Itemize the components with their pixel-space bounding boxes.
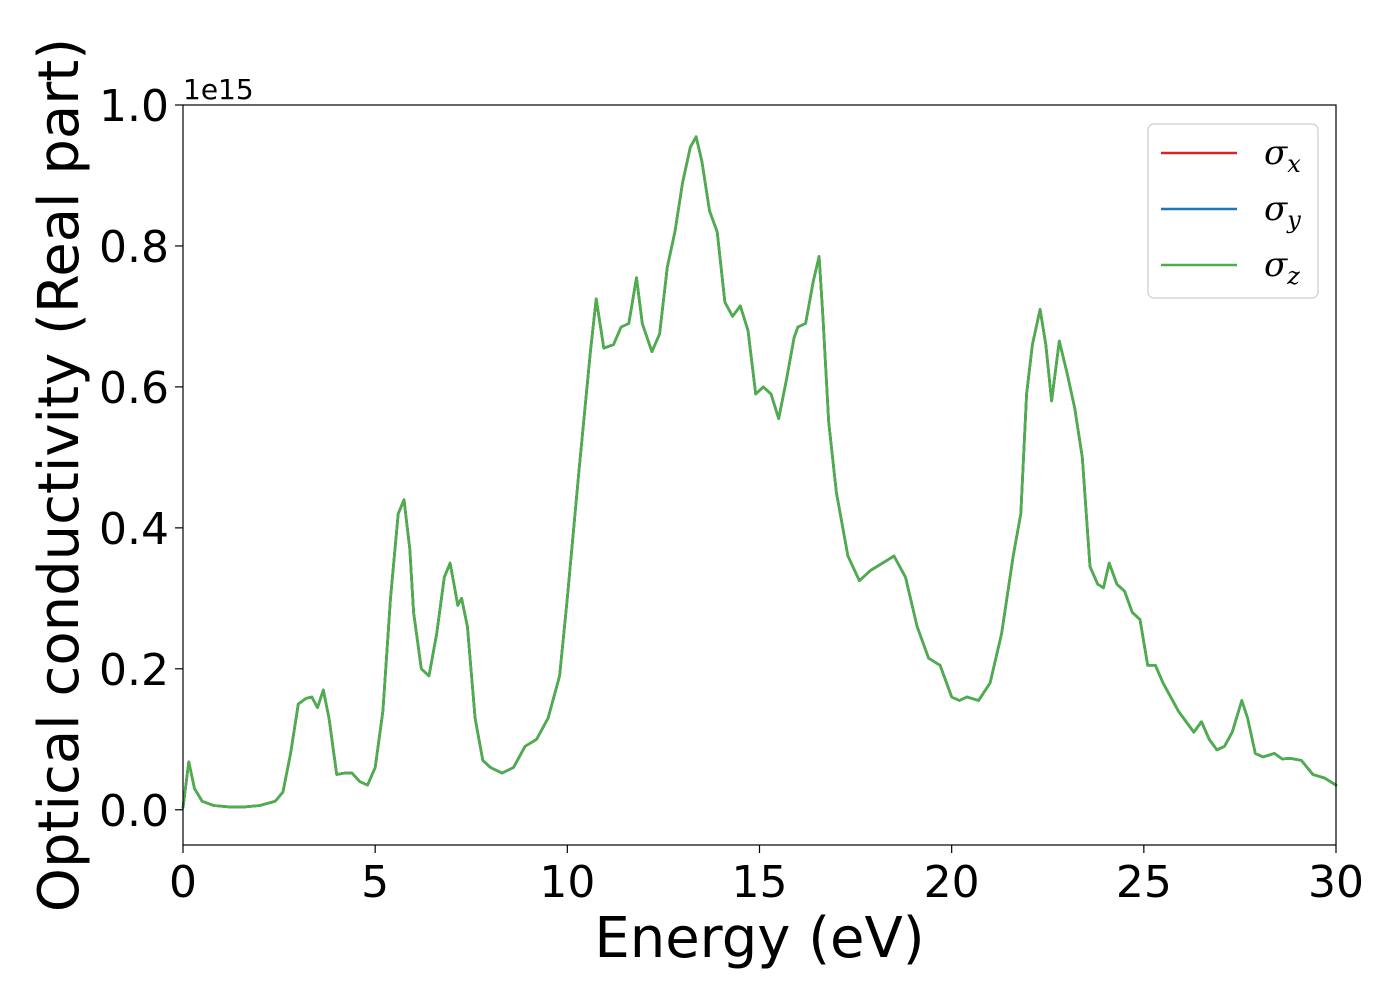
x-tick-label: 15 <box>732 857 788 908</box>
y-tick-label: 0.8 <box>99 222 169 273</box>
y-axis-ticks: 0.0 0.2 0.4 0.6 0.8 1.0 <box>99 81 183 837</box>
x-tick-label: 30 <box>1308 857 1364 908</box>
x-axis-ticks: 0 5 10 15 20 25 30 <box>169 845 1364 908</box>
x-axis-title: Energy (eV) <box>594 906 924 971</box>
x-tick-label: 5 <box>361 857 389 908</box>
legend-label: σy <box>1264 189 1301 234</box>
y-axis-title: Optical conductivity (Real part) <box>27 38 92 912</box>
y-tick-label: 0.2 <box>99 645 169 696</box>
y-tick-label: 1.0 <box>99 81 169 132</box>
y-tick-label: 0.0 <box>99 786 169 837</box>
legend-box <box>1147 123 1319 299</box>
y-offset-label: 1e15 <box>183 73 254 106</box>
legend-label: σz <box>1264 245 1300 290</box>
legend: σx σy σz <box>1147 123 1319 299</box>
plot-lines <box>181 135 1338 809</box>
y-tick-label: 0.4 <box>99 504 169 555</box>
x-tick-label: 0 <box>169 857 197 908</box>
x-tick-label: 25 <box>1116 857 1172 908</box>
x-tick-label: 20 <box>924 857 980 908</box>
y-tick-label: 0.6 <box>99 363 169 414</box>
x-tick-label: 10 <box>539 857 595 908</box>
legend-label: σx <box>1264 133 1301 178</box>
series-line-3 <box>181 135 1338 809</box>
